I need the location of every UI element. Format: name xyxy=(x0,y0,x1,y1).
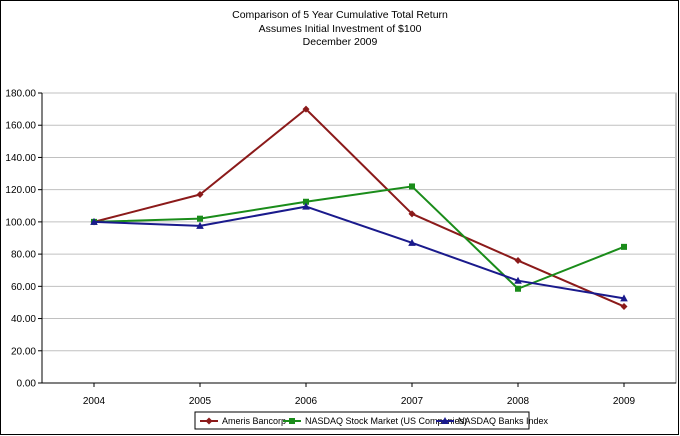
legend-marker xyxy=(205,417,213,425)
series-layer xyxy=(90,105,628,310)
data-point xyxy=(514,257,522,265)
chart-subtitle-line-1: Assumes Initial Investment of $100 xyxy=(258,22,422,35)
x-tick-label: 2008 xyxy=(507,396,530,407)
y-tick-label: 140.00 xyxy=(5,153,36,164)
y-tick-label: 120.00 xyxy=(5,185,36,196)
data-point xyxy=(408,210,416,218)
x-tick-label: 2004 xyxy=(83,396,106,407)
series-line xyxy=(93,205,625,300)
y-axis-ticks: 0.00 20.00 40.00 60.00 80.00 100.00 120.00 140.… xyxy=(5,89,42,390)
legend-marker xyxy=(289,418,295,424)
data-point xyxy=(409,183,415,190)
legend-box xyxy=(194,411,530,430)
data-point xyxy=(514,276,522,284)
data-point xyxy=(408,238,416,246)
y-tick-label: 100.00 xyxy=(5,217,36,228)
series-line xyxy=(93,108,625,308)
plot-area xyxy=(41,92,677,384)
data-point xyxy=(197,215,203,222)
data-point xyxy=(621,243,627,250)
legend: Ameris Bancorp NASDAQ Stock Market (US Co… xyxy=(200,416,549,426)
y-tick-label: 20.00 xyxy=(11,346,36,357)
x-tick-label: 2007 xyxy=(401,396,424,407)
legend-label: Ameris Bancorp xyxy=(222,416,286,426)
legend-marker xyxy=(441,417,449,424)
y-tick-label: 160.00 xyxy=(5,121,36,132)
data-point xyxy=(303,198,309,205)
series-line xyxy=(93,185,625,290)
legend-label: NASDAQ Banks Index xyxy=(458,416,549,426)
data-point xyxy=(302,202,310,210)
series-3 xyxy=(90,202,628,302)
data-point xyxy=(302,105,310,113)
x-tick-label: 2006 xyxy=(295,396,318,407)
data-point xyxy=(620,302,628,310)
data-point xyxy=(196,191,204,198)
data-point xyxy=(196,221,204,229)
x-axis-ticks: 2004 2005 2006 2007 2008 2009 xyxy=(41,93,676,407)
gridlines xyxy=(42,92,676,352)
legend-label: NASDAQ Stock Market (US Companies) xyxy=(305,416,467,426)
y-tick-label: 60.00 xyxy=(11,282,36,293)
legend-item: Ameris Bancorp xyxy=(200,416,286,426)
x-tick-label: 2005 xyxy=(189,396,212,407)
data-point xyxy=(620,294,628,302)
legend-item: NASDAQ Stock Market (US Companies) xyxy=(283,416,467,426)
y-tick-label: 40.00 xyxy=(11,314,36,325)
data-point xyxy=(515,285,521,292)
x-tick-label: 2009 xyxy=(613,396,636,407)
chart-subtitle-line-2: December 2009 xyxy=(302,36,378,48)
legend-item: NASDAQ Banks Index xyxy=(436,416,549,426)
data-point xyxy=(90,217,98,225)
y-tick-label: 0.00 xyxy=(17,379,37,390)
y-tick-label: 180.00 xyxy=(5,89,36,100)
y-tick-label: 80.00 xyxy=(11,250,36,261)
chart-title: Comparison of 5 Year Cumulative Total Re… xyxy=(232,9,448,21)
chart-titles: Comparison of 5 Year Cumulative Total Re… xyxy=(0,9,680,50)
